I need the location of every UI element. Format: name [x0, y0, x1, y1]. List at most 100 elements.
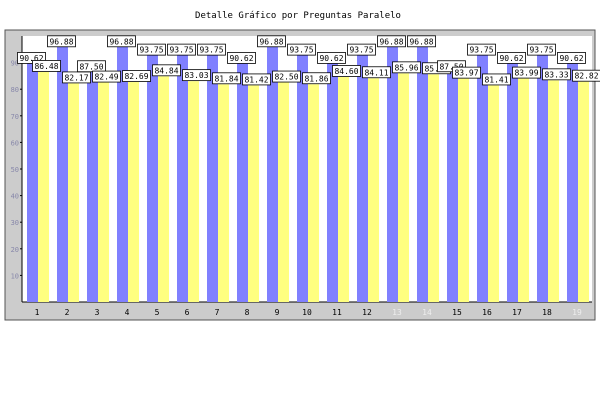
value-label-series-2-text: 84.11: [364, 68, 388, 77]
value-label-series-1: 93.75: [138, 44, 166, 55]
bar-series-2: [398, 73, 409, 302]
category-label: 16: [482, 308, 492, 317]
value-label-series-2-text: 81.41: [484, 75, 508, 84]
category-label: 10: [302, 308, 312, 317]
value-label-series-1-text: 96.88: [379, 37, 403, 46]
bar-series-2: [278, 83, 289, 302]
y-tick-label: 70: [11, 113, 19, 121]
value-label-series-2: 81.41: [483, 74, 511, 85]
category-label: 15: [452, 308, 462, 317]
bar-series-2: [188, 81, 199, 302]
category-label: 6: [185, 308, 190, 317]
value-label-series-2-text: 82.69: [124, 72, 148, 81]
value-label-series-1-text: 93.75: [139, 46, 163, 55]
value-label-series-2: 84.60: [333, 65, 361, 76]
bar-series-1: [237, 61, 248, 302]
value-label-series-1-text: 93.75: [169, 46, 193, 55]
value-label-series-1-text: 96.88: [49, 37, 73, 46]
bar-series-2: [98, 83, 109, 302]
bar-series-2: [38, 72, 49, 302]
value-label-series-1: 96.88: [48, 36, 76, 47]
value-label-series-2: 85.96: [393, 62, 421, 73]
value-label-series-1: 96.88: [408, 36, 436, 47]
category-label: 11: [332, 308, 342, 317]
category-label: 5: [155, 308, 160, 317]
category-label: 7: [215, 308, 220, 317]
bar-series-1: [447, 69, 458, 302]
value-label-series-1-text: 93.75: [289, 46, 313, 55]
value-label-series-2: 82.50: [273, 71, 301, 82]
value-label-series-2: 84.11: [363, 67, 391, 78]
bar-series-2: [488, 85, 499, 302]
chart-title: Detalle Gráfico por Preguntas Paralelo: [195, 11, 401, 21]
y-tick-label: 50: [11, 166, 19, 174]
value-label-series-1: 90.62: [228, 52, 256, 63]
bar-series-1: [27, 61, 38, 302]
value-label-series-2: 81.42: [243, 74, 271, 85]
value-label-series-2-text: 86.48: [34, 62, 58, 71]
bar-series-1: [327, 61, 338, 302]
y-tick-label: 60: [11, 139, 19, 147]
value-label-series-1-text: 96.88: [409, 37, 433, 46]
bar-series-1: [417, 44, 428, 302]
value-label-series-1-text: 90.62: [499, 54, 523, 63]
bar-series-1: [537, 53, 548, 302]
category-label: 12: [362, 308, 372, 317]
bar-series-2: [548, 80, 559, 302]
value-label-series-1-text: 93.75: [469, 46, 493, 55]
value-label-series-1-text: 93.75: [199, 46, 223, 55]
bar-series-1: [177, 53, 188, 302]
bar-series-2: [338, 77, 349, 302]
y-tick-label: 20: [11, 246, 19, 254]
category-label: 9: [275, 308, 280, 317]
bar-series-2: [458, 79, 469, 302]
value-label-series-2-text: 82.17: [64, 73, 88, 82]
category-label: 18: [542, 308, 552, 317]
value-label-series-2-text: 81.84: [214, 74, 238, 83]
y-tick-label: 10: [11, 272, 19, 280]
bar-series-1: [117, 44, 128, 302]
category-label: 1: [35, 308, 40, 317]
value-label-series-1-text: 96.88: [109, 37, 133, 46]
value-label-series-1: 93.75: [468, 44, 496, 55]
value-label-series-2: 82.17: [63, 72, 91, 83]
value-label-series-2: 81.84: [213, 73, 241, 84]
bar-series-2: [248, 85, 259, 302]
value-label-series-2: 81.86: [303, 73, 331, 84]
bar-series-2: [128, 82, 139, 302]
value-label-series-1: 93.75: [168, 44, 196, 55]
value-label-series-2: 83.33: [543, 69, 571, 80]
value-label-series-2-text: 84.60: [334, 67, 358, 76]
value-label-series-2-text: 81.42: [244, 75, 268, 84]
value-label-series-1-text: 87.50: [79, 62, 103, 71]
value-label-series-1: 93.75: [198, 44, 226, 55]
value-label-series-2-text: 82.49: [94, 73, 118, 82]
category-label: 14: [422, 308, 432, 317]
value-label-series-1-text: 90.62: [559, 54, 583, 63]
bar-series-2: [428, 74, 439, 302]
bar-series-1: [297, 53, 308, 302]
y-tick-label: 80: [11, 86, 19, 94]
value-label-series-1: 93.75: [348, 44, 376, 55]
value-label-series-2: 82.69: [123, 71, 151, 82]
bar-series-2: [68, 83, 79, 302]
value-label-series-1: 93.75: [528, 44, 556, 55]
value-label-series-2-text: 85.96: [394, 63, 418, 72]
value-label-series-1: 96.88: [258, 36, 286, 47]
bar-series-1: [87, 69, 98, 302]
value-label-series-2-text: 82.82: [574, 72, 598, 81]
bar-series-1: [567, 61, 578, 302]
category-label: 13: [392, 308, 402, 317]
value-label-series-2: 82.49: [93, 71, 121, 82]
bar-series-1: [477, 53, 488, 302]
bar-series-1: [507, 61, 518, 302]
category-label: 4: [125, 308, 130, 317]
bar-series-1: [387, 44, 398, 302]
value-label-series-2-text: 84.84: [154, 66, 178, 75]
value-label-series-2: 86.48: [33, 60, 61, 71]
category-label: 8: [245, 308, 250, 317]
y-tick-label: 30: [11, 219, 19, 227]
value-label-series-2: 82.82: [573, 70, 600, 81]
